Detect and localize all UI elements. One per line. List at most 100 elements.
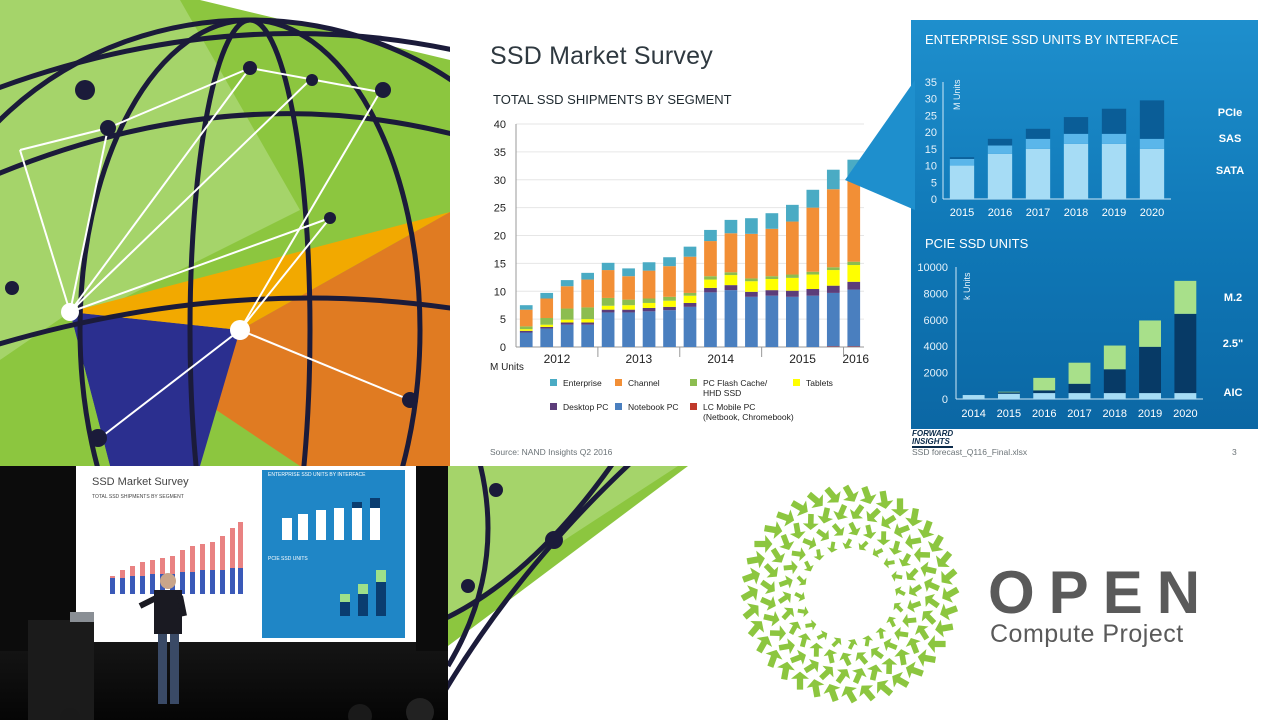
bar-segment xyxy=(724,233,738,273)
enterprise-panel: 0 5 10 15 20 25 30 35 M Units 2015 2016 2017 2018 201… xyxy=(911,20,1258,429)
bar-segment xyxy=(519,330,533,333)
bar-segment xyxy=(704,241,717,277)
ocp-arrow xyxy=(839,652,852,667)
ocp-arrow xyxy=(776,509,795,527)
bar-segment xyxy=(519,329,533,331)
bar-segment xyxy=(581,322,594,325)
ocp-arrow xyxy=(796,575,807,586)
bar-segment xyxy=(540,298,554,319)
bar-segment xyxy=(683,302,697,307)
ocp-arrow xyxy=(914,546,931,563)
ocp-arrow xyxy=(891,570,903,582)
pcie-bar-segment xyxy=(1033,393,1056,399)
ent-x-tick-label: 2018 xyxy=(1064,207,1088,219)
bar-segment xyxy=(826,292,840,347)
bar-segment xyxy=(847,265,861,282)
ocp-arrow xyxy=(935,550,953,567)
ocp-arrow xyxy=(754,535,773,553)
ent-bar-segment xyxy=(987,138,1013,146)
bar-segment xyxy=(704,276,717,280)
ocp-arrow xyxy=(891,498,909,517)
bar-segment xyxy=(540,324,554,327)
pcie-x-tick-label: 2016 xyxy=(1032,408,1056,420)
bar-segment xyxy=(519,305,533,310)
bar-segment xyxy=(601,309,615,313)
pcie-bar-segment xyxy=(1139,320,1162,347)
x-group-label: 2012 xyxy=(544,352,571,366)
ocp-arrow xyxy=(823,684,841,703)
ocp-arrow xyxy=(862,635,874,647)
legend-label: Enterprise xyxy=(563,378,602,388)
bar-segment xyxy=(622,299,635,306)
ocp-arrow xyxy=(866,664,883,681)
bar-segment xyxy=(806,207,820,272)
mini-panel-title-2: PCIE SSD UNITS xyxy=(268,556,308,562)
legend-swatch xyxy=(550,403,557,410)
ocp-wordmark: OPEN xyxy=(988,559,1215,626)
ent-bar-segment xyxy=(1063,117,1089,134)
ocp-arrow xyxy=(779,534,795,550)
ocp-arrow xyxy=(902,613,917,628)
bar-segment xyxy=(704,279,717,288)
ocp-arrow xyxy=(763,563,779,578)
ocp-arrow xyxy=(819,665,834,681)
bar-segment xyxy=(745,278,758,282)
y-tick-label: 15 xyxy=(494,258,506,270)
ocp-arrow xyxy=(802,536,817,550)
bar-segment xyxy=(683,306,697,347)
pcie-y-tick-label: 10000 xyxy=(917,262,948,274)
y-tick-label: 20 xyxy=(494,231,506,243)
bar-segment xyxy=(724,219,738,234)
bar-segment xyxy=(704,292,717,347)
pcie-bar-segment xyxy=(997,392,1020,394)
ent-series-label: SAS xyxy=(1219,133,1242,145)
bar-segment xyxy=(786,204,799,222)
bar-segment xyxy=(581,324,594,347)
ocp-arrow xyxy=(852,668,867,684)
ocp-arrow xyxy=(805,619,817,631)
bar-segment xyxy=(826,285,840,293)
bar-segment xyxy=(786,277,799,291)
ocp-logo-mark xyxy=(740,484,960,704)
legend-label: PC Flash Cache/ xyxy=(703,378,768,388)
bar-segment xyxy=(786,296,799,347)
ocp-arrow xyxy=(806,679,825,698)
bar-segment xyxy=(622,309,635,313)
ent-x-tick-label: 2019 xyxy=(1102,207,1126,219)
bar-segment xyxy=(683,256,697,293)
ent-bar-segment xyxy=(949,157,975,159)
pcie-bar-segment xyxy=(1068,383,1091,394)
panel-charts: 0 5 10 15 20 25 30 35 M Units 2015 2016 2017 2018 201… xyxy=(917,77,1244,420)
pcie-bar-segment xyxy=(962,395,985,399)
pcie-y-tick-label: 4000 xyxy=(924,341,948,353)
ocp-arrow xyxy=(940,603,959,621)
ocp-arrow xyxy=(909,584,923,597)
pcie-x-tick-label: 2017 xyxy=(1067,408,1091,420)
pcie-bar-segment xyxy=(1033,377,1056,391)
ent-bar-segment xyxy=(1101,133,1127,144)
ocp-arrow xyxy=(790,500,808,517)
slide-title: SSD Market Survey xyxy=(490,42,713,70)
ocp-arrow xyxy=(777,661,795,681)
bar-segment xyxy=(663,266,676,297)
ent-x-tick-label: 2015 xyxy=(950,207,974,219)
bar-segment xyxy=(724,285,738,291)
ocp-arrow xyxy=(859,685,876,702)
ocp-arrow xyxy=(788,621,802,636)
ocp-arrow xyxy=(797,633,812,648)
ocp-arrow xyxy=(924,577,940,592)
bar-segment xyxy=(826,267,840,271)
ocp-arrow xyxy=(833,504,848,520)
ocp-arrow xyxy=(741,567,760,585)
bar-segment xyxy=(704,229,717,242)
legend-swatch xyxy=(550,379,557,386)
bar-segment xyxy=(540,326,554,329)
ent-bar-segment xyxy=(1139,148,1165,199)
pcie-x-tick-label: 2015 xyxy=(997,408,1021,420)
bar-segment xyxy=(581,279,594,308)
legend-swatch xyxy=(690,403,697,410)
ent-bar-segment xyxy=(1025,128,1051,139)
bar-segment xyxy=(786,290,799,297)
ocp-arrow xyxy=(858,540,869,551)
mini-slide-title: SSD Market Survey xyxy=(92,476,189,488)
